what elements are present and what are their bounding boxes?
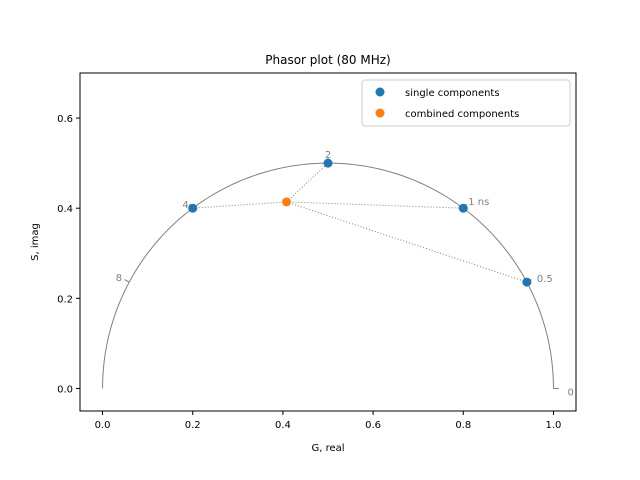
x-tick-label-4: 0.6 [365, 420, 381, 431]
lifetime-label-5: 4 [182, 200, 188, 211]
connector-line-1 [192, 201, 287, 209]
connector-line-4 [286, 201, 528, 283]
connector-line-3 [286, 201, 464, 209]
lifetime-label-4: 2 [325, 150, 331, 161]
chart-title: Phasor plot (80 MHz) [265, 53, 390, 67]
legend-box [361, 79, 571, 127]
legend-label-1: single components [405, 88, 500, 99]
single-component-point-1 [188, 203, 198, 213]
legend: single components combined components [361, 79, 571, 127]
legend-marker-2 [375, 108, 385, 118]
single-component-point-4 [522, 277, 532, 287]
y-axis-label: S, imag [30, 223, 41, 261]
combined-component-point-1 [282, 197, 292, 207]
x-tick-label-6: 1.0 [546, 420, 562, 431]
x-axis-label: G, real [311, 443, 344, 454]
lifetime-label-3: 1 ns [468, 197, 489, 208]
lifetime-label-2: 0.5 [537, 274, 553, 285]
single-component-point-2 [323, 158, 333, 168]
single-component-point-3 [458, 203, 468, 213]
y-tick-label-2: 0.2 [57, 294, 73, 305]
lifetime-label-1: 0 [567, 387, 573, 398]
x-tick-label-2: 0.2 [185, 420, 201, 431]
axes-frame [79, 72, 577, 412]
y-tick-label-1: 0.0 [57, 384, 73, 395]
lifetime-label-6: 8 [116, 273, 122, 284]
connector-line-2 [286, 162, 329, 203]
x-tick-label-5: 0.8 [455, 420, 471, 431]
legend-label-2: combined components [405, 109, 519, 120]
x-tick-label-1: 0.0 [95, 420, 111, 431]
y-tick-label-4: 0.6 [57, 114, 73, 125]
x-tick-label-3: 0.4 [275, 420, 291, 431]
legend-marker-1 [375, 87, 385, 97]
y-tick-label-3: 0.4 [57, 204, 73, 215]
lifetime-tick-6 [124, 279, 130, 283]
plot-area: 0 0.5 1 ns 2 4 8 0.0 0.2 0.4 0.6 0.8 1.0 0.0 0.2 0.4 0.… [57, 72, 577, 431]
